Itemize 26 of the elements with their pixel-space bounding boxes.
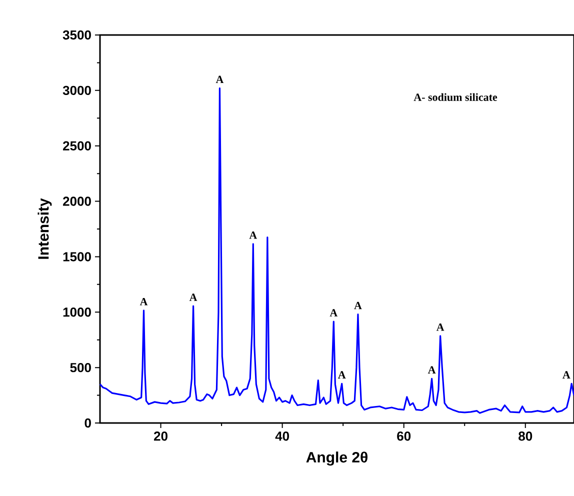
x-tick-label: 80 [518,432,532,441]
line-series [99,87,574,414]
y-tick-label: 0 [84,418,91,428]
annotation: A [189,294,198,301]
y-tick-label: 3000 [62,86,91,96]
annotation: A [216,76,224,84]
y-tick-label: 2500 [63,141,91,150]
y-axis-title: Intensity [38,198,52,259]
annotation: A [338,371,346,378]
annotation: A- sodium silicate [414,93,498,101]
x-tick-label: 40 [275,432,290,441]
y-tick-label: 3500 [62,30,91,40]
annotation: A [249,232,258,239]
annotation: A [354,302,362,310]
annotation: A [428,366,436,374]
x-tick-label: 20 [154,432,168,441]
x-tick-label: 60 [397,432,411,441]
y-tick-label: 1000 [63,308,91,317]
annotation: A [140,298,148,306]
x-axis-title: Angle 2θ [306,452,368,466]
annotation: A [436,324,444,331]
y-tick-label: 2000 [63,196,91,206]
annotation: A [330,309,338,316]
y-tick-label: 500 [70,362,91,372]
annotation: A [562,371,570,378]
y-tick-label: 1500 [63,252,91,262]
